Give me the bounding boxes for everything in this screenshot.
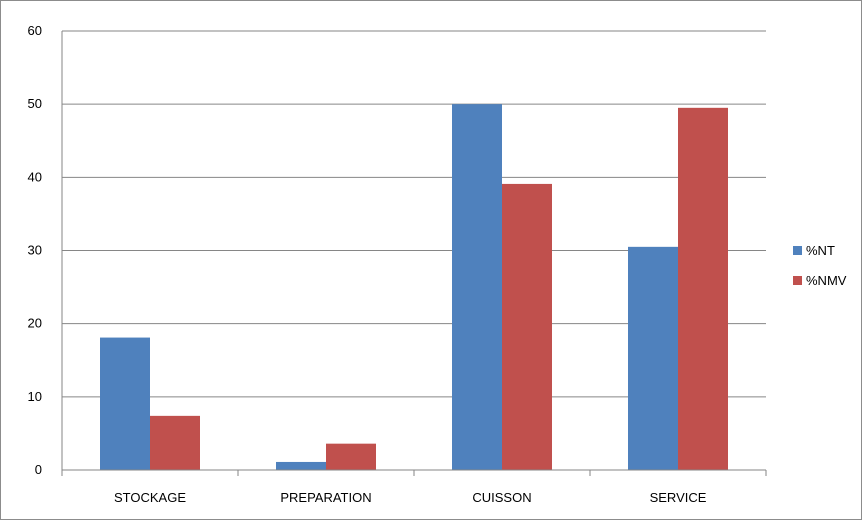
legend-label: %NT <box>806 243 835 258</box>
x-category-label: SERVICE <box>650 490 707 505</box>
x-category-label: CUISSON <box>472 490 531 505</box>
y-axis-ticks: 0 10 20 30 40 50 60 <box>28 23 42 477</box>
y-tick-label: 0 <box>35 462 42 477</box>
x-axis-labels: STOCKAGE PREPARATION CUISSON SERVICE <box>114 490 707 505</box>
bars <box>100 104 728 471</box>
bar-pct-nt-preparation <box>276 461 326 470</box>
x-category-label: PREPARATION <box>280 490 371 505</box>
bar-pct-nmv-cuisson <box>502 183 552 470</box>
axes <box>61 31 767 476</box>
y-tick-label: 10 <box>28 389 42 404</box>
bar-pct-nt-service <box>628 246 678 470</box>
bar-pct-nmv-stockage <box>150 415 200 470</box>
legend-swatch <box>793 246 802 255</box>
y-tick-label: 20 <box>28 316 42 331</box>
bar-pct-nmv-service <box>678 107 728 470</box>
y-tick-label: 30 <box>28 243 42 258</box>
y-tick-label: 40 <box>28 169 42 184</box>
legend: %NT %NMV <box>793 243 847 288</box>
x-category-label: STOCKAGE <box>114 490 186 505</box>
legend-swatch <box>793 276 802 285</box>
legend-label: %NMV <box>806 273 847 288</box>
bar-pct-nt-cuisson <box>452 104 502 471</box>
y-tick-label: 50 <box>28 96 42 111</box>
bar-pct-nmv-preparation <box>326 443 376 470</box>
bar-pct-nt-stockage <box>100 337 150 470</box>
y-tick-label: 60 <box>28 23 42 38</box>
